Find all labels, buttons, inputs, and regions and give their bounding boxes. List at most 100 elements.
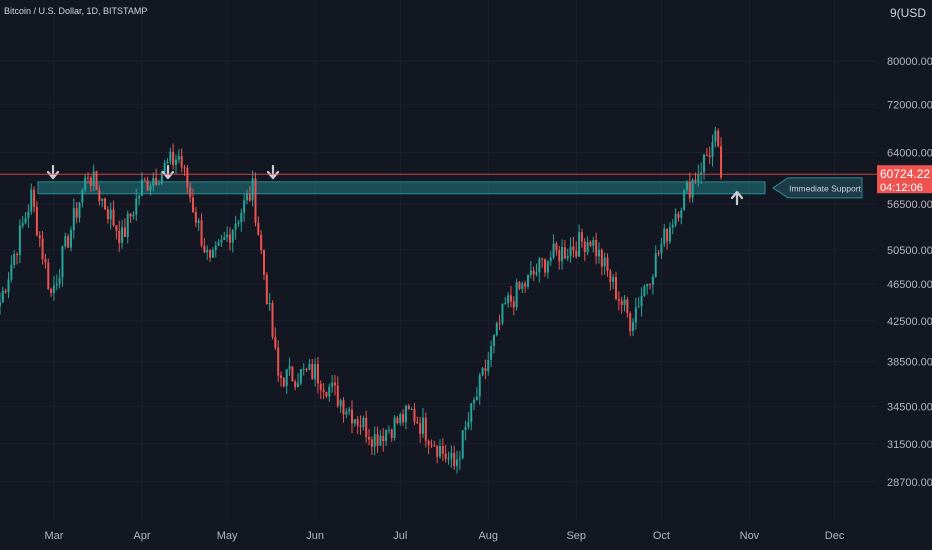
candle-body [385,430,388,442]
candle-body [240,212,243,223]
candle-body [89,177,92,187]
candle-body [72,208,75,231]
candle-body [325,391,328,397]
candle-body [470,403,473,423]
candle-body [615,277,617,300]
candle-body [407,405,410,410]
candle-body [297,383,300,388]
candle-body [192,197,195,213]
candle-body [529,270,532,275]
candle-body [680,210,683,218]
candle-body [365,417,368,438]
candle-body [464,427,467,431]
candle-body [490,346,493,360]
candle-body [115,225,118,231]
candle-body [640,295,643,307]
x-tick-label: Apr [133,530,150,542]
candle-body [674,213,677,225]
candle-body [33,189,36,207]
candle-body [387,429,390,431]
candle-body [430,444,433,446]
candle-body [549,257,552,262]
candle-body [101,198,104,201]
candle-body [566,256,569,259]
x-tick-label: Dec [825,530,845,542]
candle-body [703,154,705,173]
time-axis[interactable]: Mar Apr May Jun Jul Aug Sep Oct Nov Dec [44,530,844,542]
candle-body [27,211,30,218]
candle-body [458,458,461,460]
candle-body [575,250,578,257]
candle-body [441,446,444,454]
candle-body [609,270,612,282]
callout-box [772,177,863,199]
candle-body [714,130,717,142]
candle-body [214,245,217,251]
candle-body [118,230,121,243]
candle-body [211,250,214,258]
candle-body [169,151,172,162]
arrow-up-icon [730,190,744,206]
candle-body [140,179,143,196]
candle-body [231,229,234,243]
candle-body [243,200,246,213]
candle-body [35,206,38,236]
candle-body [183,167,186,169]
candle-body [419,423,422,434]
candle-body [248,194,251,201]
candle-body [1,290,4,303]
candle-body [305,369,308,371]
candle-body [569,246,572,257]
candle-body [600,249,603,267]
candle-body [700,172,703,175]
candle-body [478,375,481,397]
candle-body [277,347,280,376]
last-price-tag [877,165,932,194]
candle-body [461,430,464,459]
candle-body [370,439,373,447]
candle-body [104,198,107,210]
candle-body [546,261,549,273]
candle-body [146,179,149,191]
candle-body [123,227,126,237]
candle-body [717,130,720,147]
support-zone-layer [37,181,766,195]
candle-body [376,434,379,446]
candle-body [467,422,470,428]
x-tick-label: May [217,530,238,542]
x-tick-label: Aug [478,530,498,542]
y-tick-label: 42500.00 [887,316,932,328]
candle-body [69,230,72,248]
candle-body [498,323,501,325]
candle-body [328,386,331,397]
candle-body [345,411,348,415]
candle-body [484,368,487,371]
candle-body [663,228,666,245]
y-tick-label: 50500.00 [887,245,932,257]
price-axis[interactable]: 80000.00 72000.00 64000.00 56500.00 50500.00… [887,56,932,489]
candle-body [677,213,680,218]
candle-body [251,178,254,201]
candle-body [552,243,555,258]
candle-body [285,369,288,387]
y-tick-label: 31500.00 [887,439,932,451]
candle-body [629,313,632,332]
candle-body [720,146,723,178]
candle-body [597,249,600,257]
x-tick-label: Mar [44,530,63,542]
candle-body [475,396,478,400]
currency-label[interactable]: 9(USD [890,6,926,20]
candle-body [666,228,669,242]
x-tick-label: Oct [653,530,670,542]
x-tick-label: Jun [306,530,324,542]
candle-body [623,299,626,306]
candle-body [200,220,203,246]
candle-body [555,243,558,251]
candle-body [561,247,564,262]
candle-body [507,295,510,304]
candle-body [180,155,183,168]
candle-body [487,359,490,371]
candle-body [58,277,61,284]
x-tick-label: Nov [740,530,760,542]
